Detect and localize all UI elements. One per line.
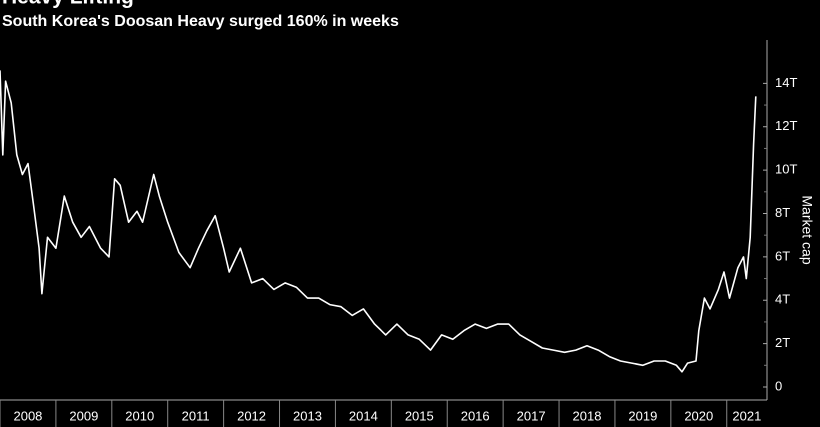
- x-tick-label: 2021: [732, 408, 761, 423]
- x-tick-label: 2020: [684, 408, 713, 423]
- y-tick-label: 12T: [775, 118, 797, 133]
- x-tick-label: 2019: [628, 408, 657, 423]
- y-tick-label: 6T: [775, 248, 790, 263]
- data-line: [0, 70, 757, 373]
- y-tick-label: 10T: [775, 162, 797, 177]
- y-tick-label: 14T: [775, 75, 797, 90]
- x-tick-label: 2008: [13, 408, 42, 423]
- x-tick-label: 2018: [573, 408, 602, 423]
- y-tick-label: 2T: [775, 335, 790, 350]
- y-tick-label: 4T: [775, 292, 790, 307]
- x-tick-label: 2012: [237, 408, 266, 423]
- x-tick-label: 2013: [293, 408, 322, 423]
- x-tick-label: 2010: [125, 408, 154, 423]
- chart-title: Heavy Lifting: [2, 0, 134, 9]
- x-tick-label: 2015: [405, 408, 434, 423]
- y-tick-label: 0: [775, 378, 782, 393]
- x-tick-label: 2016: [461, 408, 490, 423]
- y-tick-label: 8T: [775, 205, 790, 220]
- x-tick-label: 2017: [517, 408, 546, 423]
- y-axis-label: Market cap: [799, 195, 815, 264]
- x-tick-label: 2014: [349, 408, 378, 423]
- x-tick-label: 2011: [182, 408, 210, 423]
- chart-subtitle: South Korea's Doosan Heavy surged 160% i…: [2, 13, 399, 30]
- x-tick-label: 2009: [69, 408, 98, 423]
